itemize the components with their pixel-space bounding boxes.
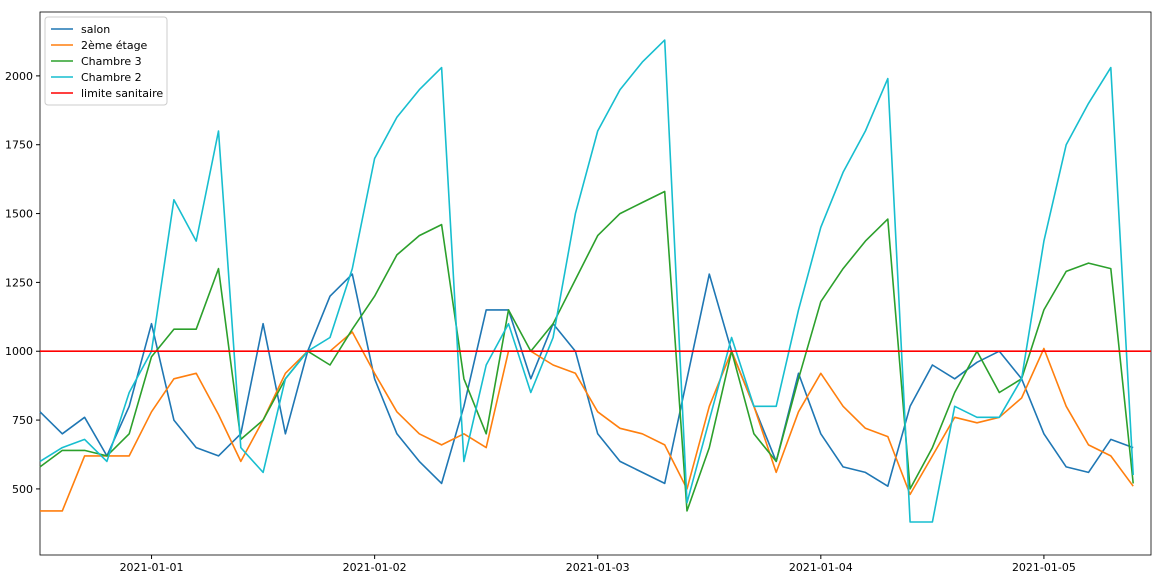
legend-label: Chambre 2 bbox=[81, 71, 142, 84]
x-tick-label: 2021-01-03 bbox=[566, 561, 630, 572]
x-tick-label: 2021-01-01 bbox=[120, 561, 184, 572]
legend-box bbox=[44, 16, 168, 106]
x-tick-label: 2021-01-05 bbox=[1012, 561, 1076, 572]
y-tick-label: 500 bbox=[12, 483, 33, 496]
y-tick-label: 1750 bbox=[5, 139, 33, 152]
legend-label: 2ème étage bbox=[81, 39, 148, 52]
legend-label: salon bbox=[81, 23, 110, 36]
y-tick-label: 1500 bbox=[5, 208, 33, 221]
series-line bbox=[39, 190, 1134, 512]
plot-frame bbox=[39, 11, 1152, 556]
legend-label: limite sanitaire bbox=[81, 87, 163, 100]
y-tick-label: 750 bbox=[12, 414, 33, 427]
x-tick-label: 2021-01-04 bbox=[789, 561, 853, 572]
y-tick-label: 1000 bbox=[5, 345, 33, 358]
x-tick-label: 2021-01-02 bbox=[343, 561, 407, 572]
legend-label: Chambre 3 bbox=[81, 55, 142, 68]
series-line bbox=[40, 331, 1134, 512]
y-tick-label: 1250 bbox=[5, 276, 33, 289]
series-line bbox=[39, 39, 1134, 523]
y-tick-label: 2000 bbox=[5, 70, 33, 83]
